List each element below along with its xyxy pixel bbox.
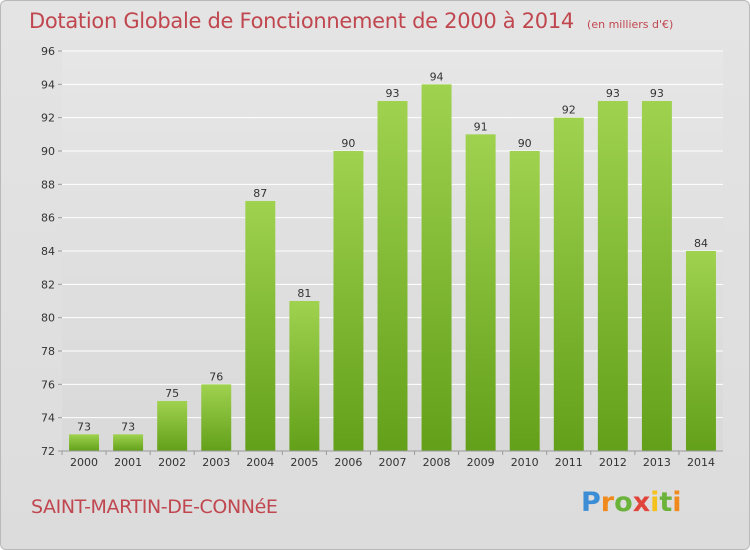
y-tick-label: 80 [41, 312, 55, 325]
bar-2013 [641, 101, 672, 451]
bar-2002 [157, 401, 188, 451]
x-tick-label-2006: 2006 [334, 456, 362, 469]
y-tick-label: 86 [41, 212, 55, 225]
bar-2004 [245, 201, 276, 451]
y-tick-label: 76 [41, 378, 55, 391]
bar-2014 [685, 251, 716, 451]
value-label-2008: 94 [430, 70, 444, 83]
bar-2000 [69, 434, 100, 451]
value-label-2010: 90 [518, 137, 532, 150]
x-tick-label-2005: 2005 [290, 456, 318, 469]
bar-2005 [289, 301, 320, 451]
bar-2006 [333, 151, 364, 451]
value-label-2009: 91 [474, 120, 488, 133]
value-label-2005: 81 [297, 287, 311, 300]
bar-2012 [597, 101, 628, 451]
x-tick-label-2001: 2001 [114, 456, 142, 469]
y-tick-label: 90 [41, 145, 55, 158]
value-label-2000: 73 [77, 420, 91, 433]
y-tick-label: 82 [41, 278, 55, 291]
value-label-2007: 93 [386, 87, 400, 100]
bar-2003 [201, 384, 232, 451]
x-tick-label-2000: 2000 [70, 456, 98, 469]
value-label-2003: 76 [209, 370, 223, 383]
y-axis-ticks: 72 74 76 78 80 82 84 86 88 90 92 94 96 [41, 45, 62, 458]
value-label-2004: 87 [253, 187, 267, 200]
value-label-2011: 92 [562, 104, 576, 117]
bar-2001 [113, 434, 144, 451]
x-tick-label-2009: 2009 [467, 456, 495, 469]
y-tick-label: 88 [41, 178, 55, 191]
x-tick-label-2014: 2014 [687, 456, 715, 469]
x-tick-label-2010: 2010 [511, 456, 539, 469]
x-tick-label-2011: 2011 [555, 456, 583, 469]
x-tick-label-2012: 2012 [599, 456, 627, 469]
x-tick-label-2007: 2007 [379, 456, 407, 469]
y-tick-label: 74 [41, 412, 55, 425]
x-tick-label-2002: 2002 [158, 456, 186, 469]
chart-unit-note: (en milliers d'€) [587, 18, 674, 31]
commune-name: SAINT-MARTIN-DE-CONNéE [31, 496, 278, 518]
y-tick-label: 92 [41, 112, 55, 125]
value-label-2012: 93 [606, 87, 620, 100]
x-axis-ticks: 2000 2001 2002 2003 2004 2005 2006 2007 2008 2009… [61, 451, 715, 469]
y-tick-label: 84 [41, 245, 55, 258]
x-tick-label-2013: 2013 [643, 456, 671, 469]
value-label-2006: 90 [341, 137, 355, 150]
chart-title: Dotation Globale de Fonctionnement de 20… [29, 9, 574, 33]
bars [69, 84, 716, 452]
bar-2008 [421, 84, 452, 451]
y-tick-label: 72 [41, 445, 55, 458]
y-tick-label: 96 [41, 45, 55, 58]
bar-2011 [553, 117, 584, 452]
proxiti-logo: Proxiti [581, 487, 682, 518]
value-label-2013: 93 [650, 87, 664, 100]
value-label-2014: 84 [694, 237, 708, 250]
title-row: Dotation Globale de Fonctionnement de 20… [29, 9, 673, 33]
bar-2007 [377, 101, 408, 451]
x-tick-label-2008: 2008 [423, 456, 451, 469]
x-tick-label-2004: 2004 [246, 456, 274, 469]
x-tick-label-2003: 2003 [202, 456, 230, 469]
value-label-2001: 73 [121, 420, 135, 433]
value-label-2002: 75 [165, 387, 179, 400]
y-tick-label: 94 [41, 78, 55, 91]
y-tick-label: 78 [41, 345, 55, 358]
bar-2010 [509, 151, 540, 451]
value-labels: 73 73 75 76 87 81 90 93 94 91 90 92 93 93 84 [77, 70, 708, 433]
bar-2009 [465, 134, 496, 452]
